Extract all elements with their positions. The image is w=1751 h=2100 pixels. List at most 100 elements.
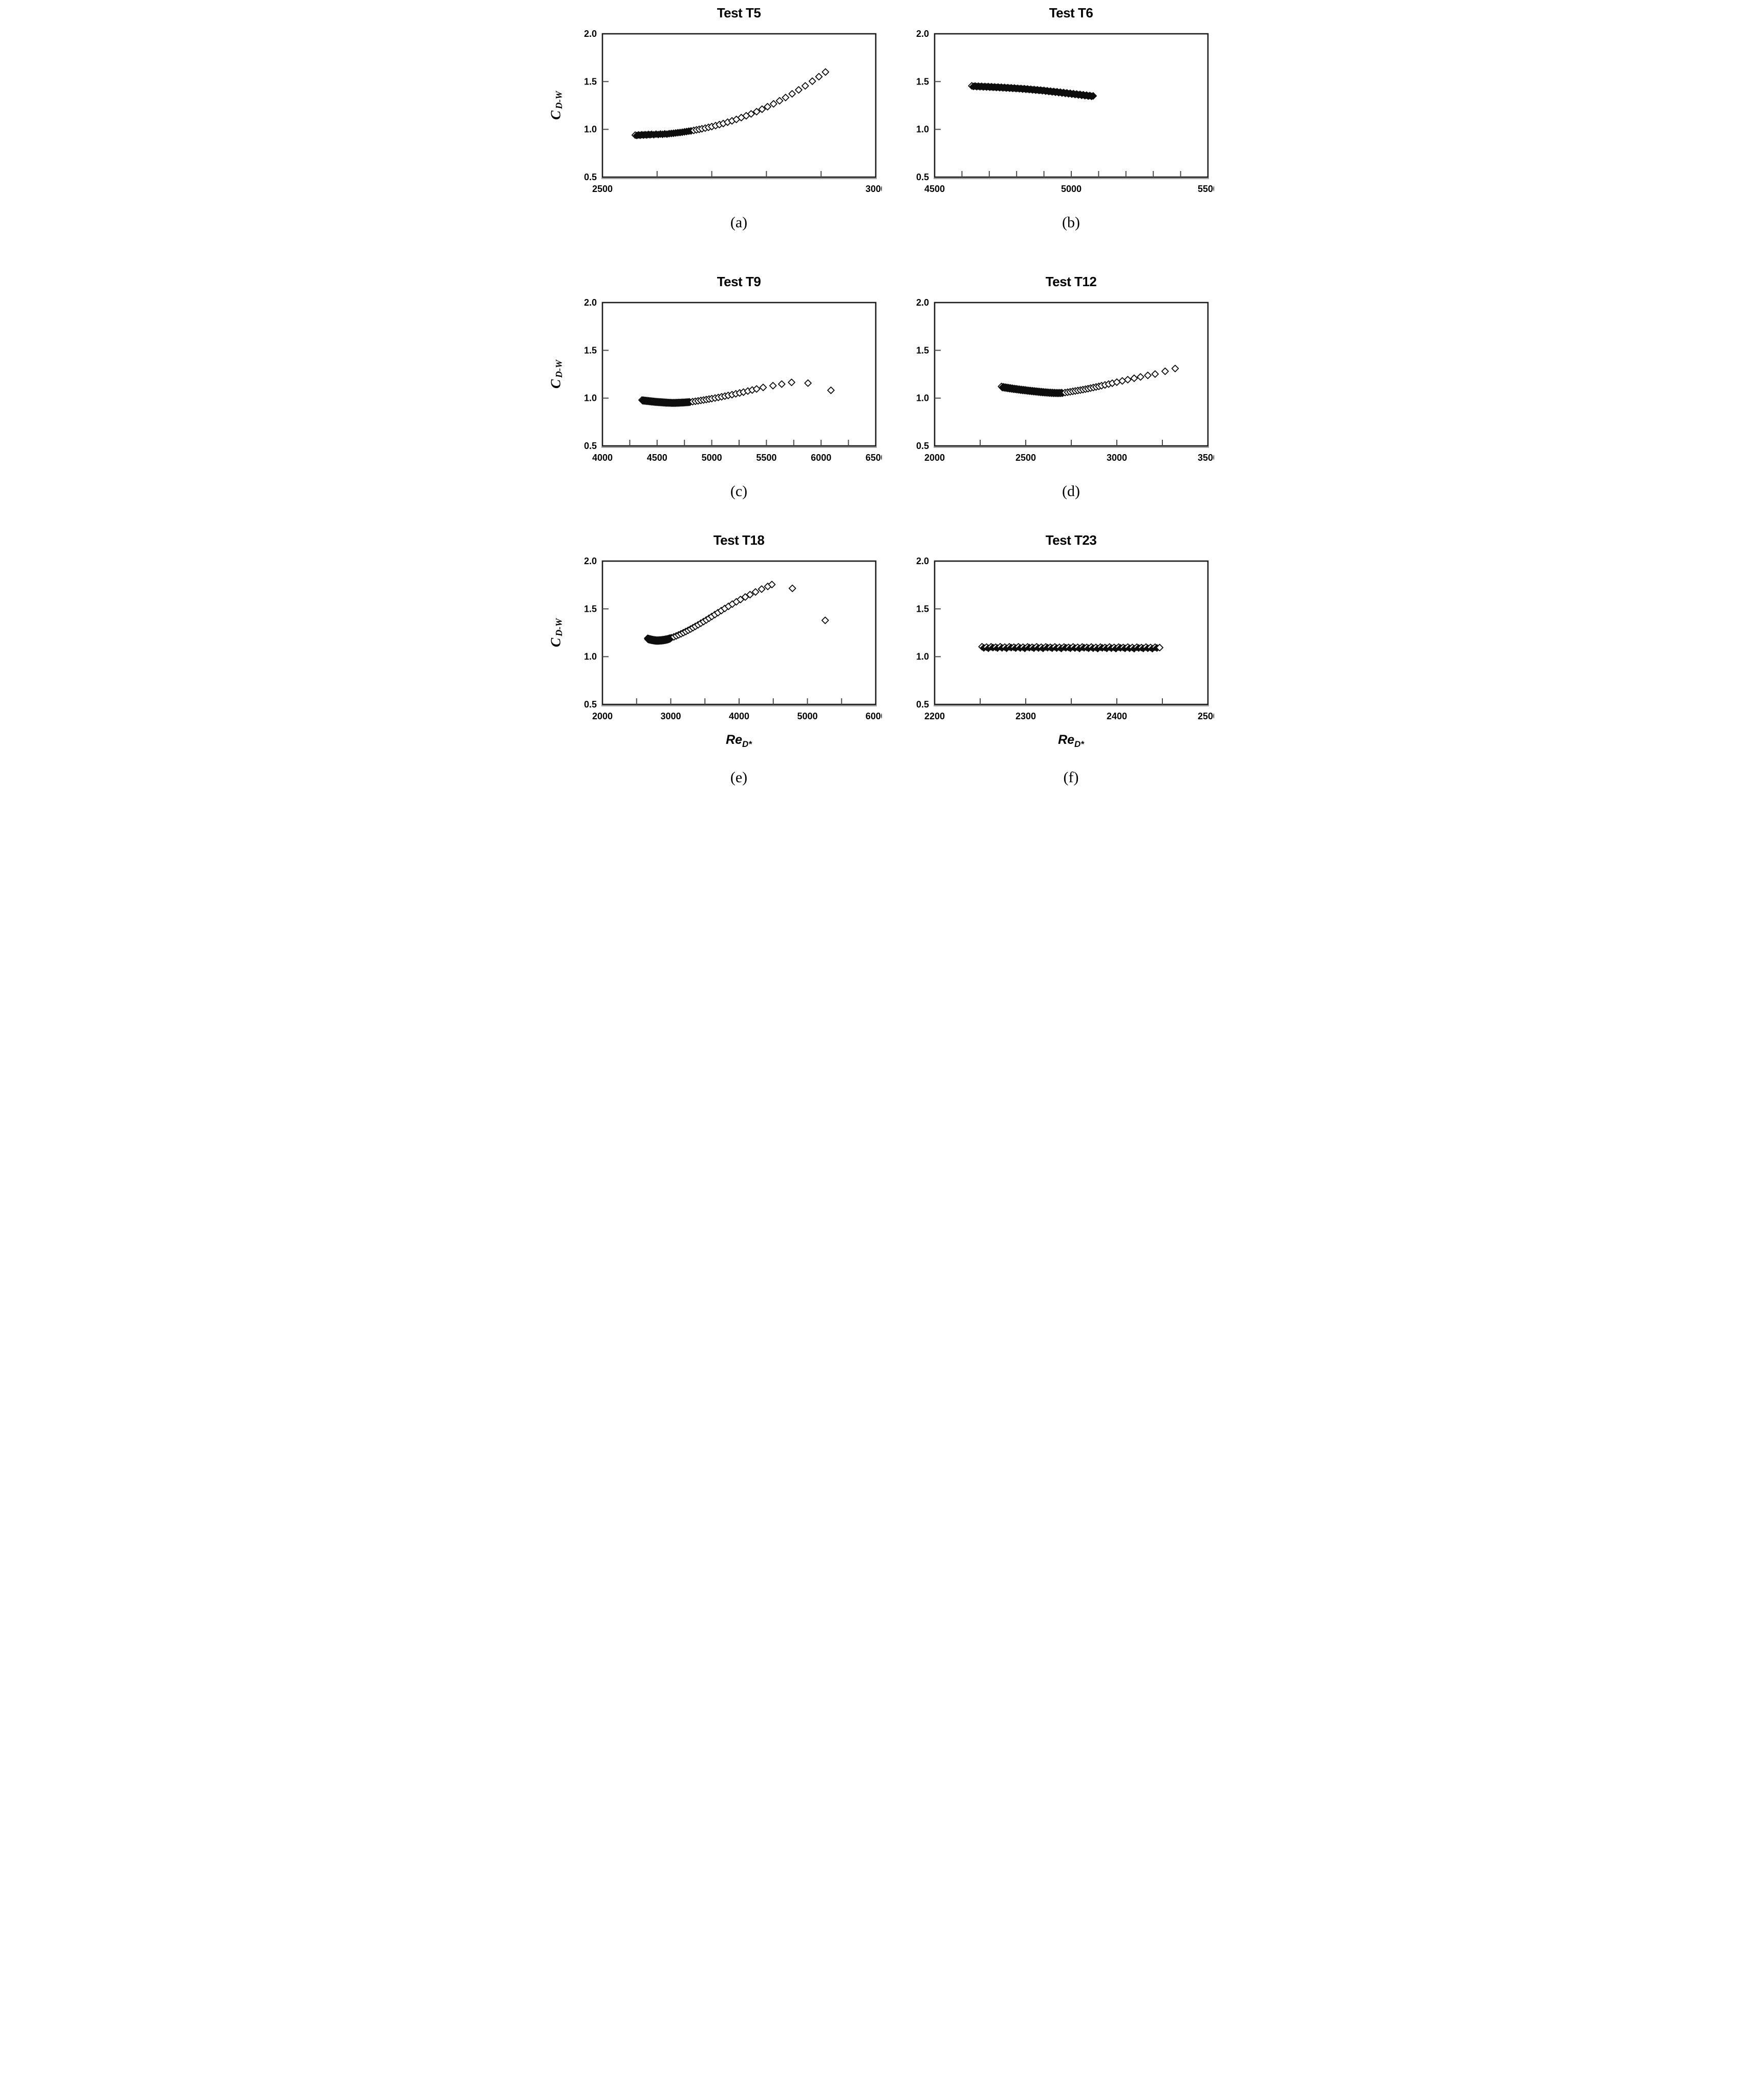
y-tick-label: 1.0 — [583, 124, 596, 135]
panel-letter-c: (c) — [730, 483, 748, 500]
y-tick-label: 0.5 — [583, 441, 596, 451]
x-tick-label: 6000 — [865, 711, 881, 721]
data-point — [769, 382, 777, 390]
x-tick-label: 5000 — [797, 711, 817, 721]
y-tick-label: 2.0 — [583, 30, 596, 39]
y-tick-label: 1.5 — [916, 345, 928, 355]
data-point — [1171, 365, 1179, 373]
y-tick-label: 2.0 — [916, 298, 928, 308]
panel-e: Test T18 CD-W 2000 3000 4000 5000 6000 2.0 1.5… — [544, 517, 883, 796]
data-point — [821, 616, 829, 625]
x-axis-label: ReD* — [1058, 733, 1084, 749]
data-point — [801, 82, 809, 90]
data-point — [1143, 371, 1152, 379]
data-point — [763, 103, 771, 111]
panel-letter-b: (b) — [1062, 214, 1080, 231]
data-point — [758, 105, 766, 113]
panel-b: Test T6 4500 5000 5500 2.0 1.5 1.0 0.5 (b) — [883, 0, 1214, 250]
x-tick-label: 3000 — [865, 184, 881, 194]
x-tick-label: 5500 — [756, 453, 776, 463]
data-point — [1136, 373, 1144, 381]
y-tick-label: 0.5 — [583, 172, 596, 182]
x-tick-label: 2000 — [924, 453, 944, 463]
y-tick-label: 0.5 — [583, 699, 596, 710]
y-tick-label: 2.0 — [916, 30, 928, 39]
panel-a: Test T5 CD-W 2500 3000 2.0 1.5 1.0 0.5 (a) — [544, 0, 883, 250]
data-point — [752, 108, 760, 116]
panel-f: Test T23 2200 2300 2400 2500 2.0 1.5 1.0 0.5 Re… — [883, 517, 1214, 796]
panel-letter-f: (f) — [1063, 769, 1079, 786]
plot-frame — [934, 560, 1208, 705]
x-tick-label: 2400 — [1106, 711, 1127, 721]
x-tick-label: 2000 — [592, 711, 612, 721]
data-point — [808, 77, 816, 85]
y-tick-label: 1.0 — [583, 393, 596, 403]
x-axis-label: ReD* — [726, 733, 752, 749]
x-tick-label: 4500 — [924, 184, 944, 194]
y-tick-label: 2.0 — [916, 557, 928, 566]
plot-frame — [934, 302, 1208, 447]
y-tick-label: 0.5 — [916, 172, 928, 182]
y-tick-label: 1.5 — [583, 604, 596, 614]
x-tick-label: 2200 — [924, 711, 944, 721]
y-tick-label: 1.0 — [916, 652, 928, 662]
data-point — [758, 585, 765, 593]
y-tick-label: 2.0 — [583, 298, 596, 308]
y-tick-label: 1.0 — [916, 124, 928, 135]
panel-letter-e: (e) — [730, 769, 748, 786]
panel-c: Test T9 CD-W 4000 4500 5000 5500 6000 6500 2.0… — [544, 250, 883, 517]
x-tick-label: 6500 — [865, 453, 881, 463]
panel-letter-a: (a) — [730, 214, 748, 231]
data-point — [1161, 367, 1169, 375]
scatter-chart-t6: 4500 5000 5500 2.0 1.5 1.0 0.5 — [916, 30, 1214, 194]
x-tick-label: 5000 — [701, 453, 722, 463]
data-point — [759, 383, 767, 392]
data-point — [736, 595, 744, 604]
chart-title-t12: Test T12 — [1045, 274, 1097, 289]
x-tick-label: 3000 — [660, 711, 681, 721]
data-point — [788, 584, 796, 592]
data-point — [821, 68, 829, 76]
data-point — [1155, 644, 1163, 652]
panel-d: Test T12 2000 2500 3000 3500 2.0 1.5 1.0 0.5 (d… — [883, 250, 1214, 517]
chart-title-t18: Test T18 — [713, 532, 765, 548]
scatter-chart-t5: 2500 3000 2.0 1.5 1.0 0.5 — [583, 30, 881, 194]
y-axis-label: C D-W — [548, 91, 564, 120]
y-tick-label: 0.5 — [916, 699, 928, 710]
data-point — [804, 379, 812, 387]
chart-title-t6: Test T6 — [1049, 5, 1093, 20]
data-point — [827, 387, 835, 394]
y-tick-label: 1.0 — [916, 393, 928, 403]
x-tick-label: 2500 — [1197, 711, 1214, 721]
data-point — [1130, 374, 1138, 382]
y-tick-label: 2.0 — [583, 557, 596, 566]
x-tick-label: 5000 — [1061, 184, 1081, 194]
plot-frame — [601, 33, 876, 178]
chart-title-t5: Test T5 — [717, 5, 761, 20]
data-point — [751, 588, 759, 596]
y-tick-label: 1.5 — [583, 345, 596, 355]
x-tick-label: 2300 — [1015, 711, 1035, 721]
y-tick-label: 1.0 — [583, 652, 596, 662]
y-tick-label: 0.5 — [916, 441, 928, 451]
y-axis-label: C D-W — [548, 360, 564, 389]
data-point — [788, 90, 796, 98]
y-tick-label: 1.5 — [916, 76, 928, 87]
data-point — [747, 110, 755, 118]
x-tick-label: 2500 — [1015, 453, 1035, 463]
data-point — [1118, 377, 1126, 385]
plot-frame — [601, 302, 876, 447]
panel-letter-d: (d) — [1062, 483, 1080, 500]
chart-title-t23: Test T23 — [1045, 532, 1097, 548]
plot-frame — [601, 560, 876, 705]
scatter-chart-t18: 2000 3000 4000 5000 6000 2.0 1.5 1.0 0.5 — [583, 557, 881, 721]
x-tick-label: 2500 — [592, 184, 612, 194]
y-tick-label: 1.5 — [583, 76, 596, 87]
data-point — [769, 100, 777, 108]
y-axis-label: C D-W — [548, 618, 564, 647]
figure-cdw-vs-red: Test T5 CD-W 2500 3000 2.0 1.5 1.0 0.5 (a) Te… — [544, 0, 1214, 796]
data-point — [752, 385, 760, 393]
x-tick-label: 4000 — [592, 453, 612, 463]
scatter-chart-t9: 4000 4500 5000 5500 6000 6500 2.0 1.5 1.0 0.5 — [583, 298, 881, 463]
x-tick-label: 4000 — [728, 711, 749, 721]
